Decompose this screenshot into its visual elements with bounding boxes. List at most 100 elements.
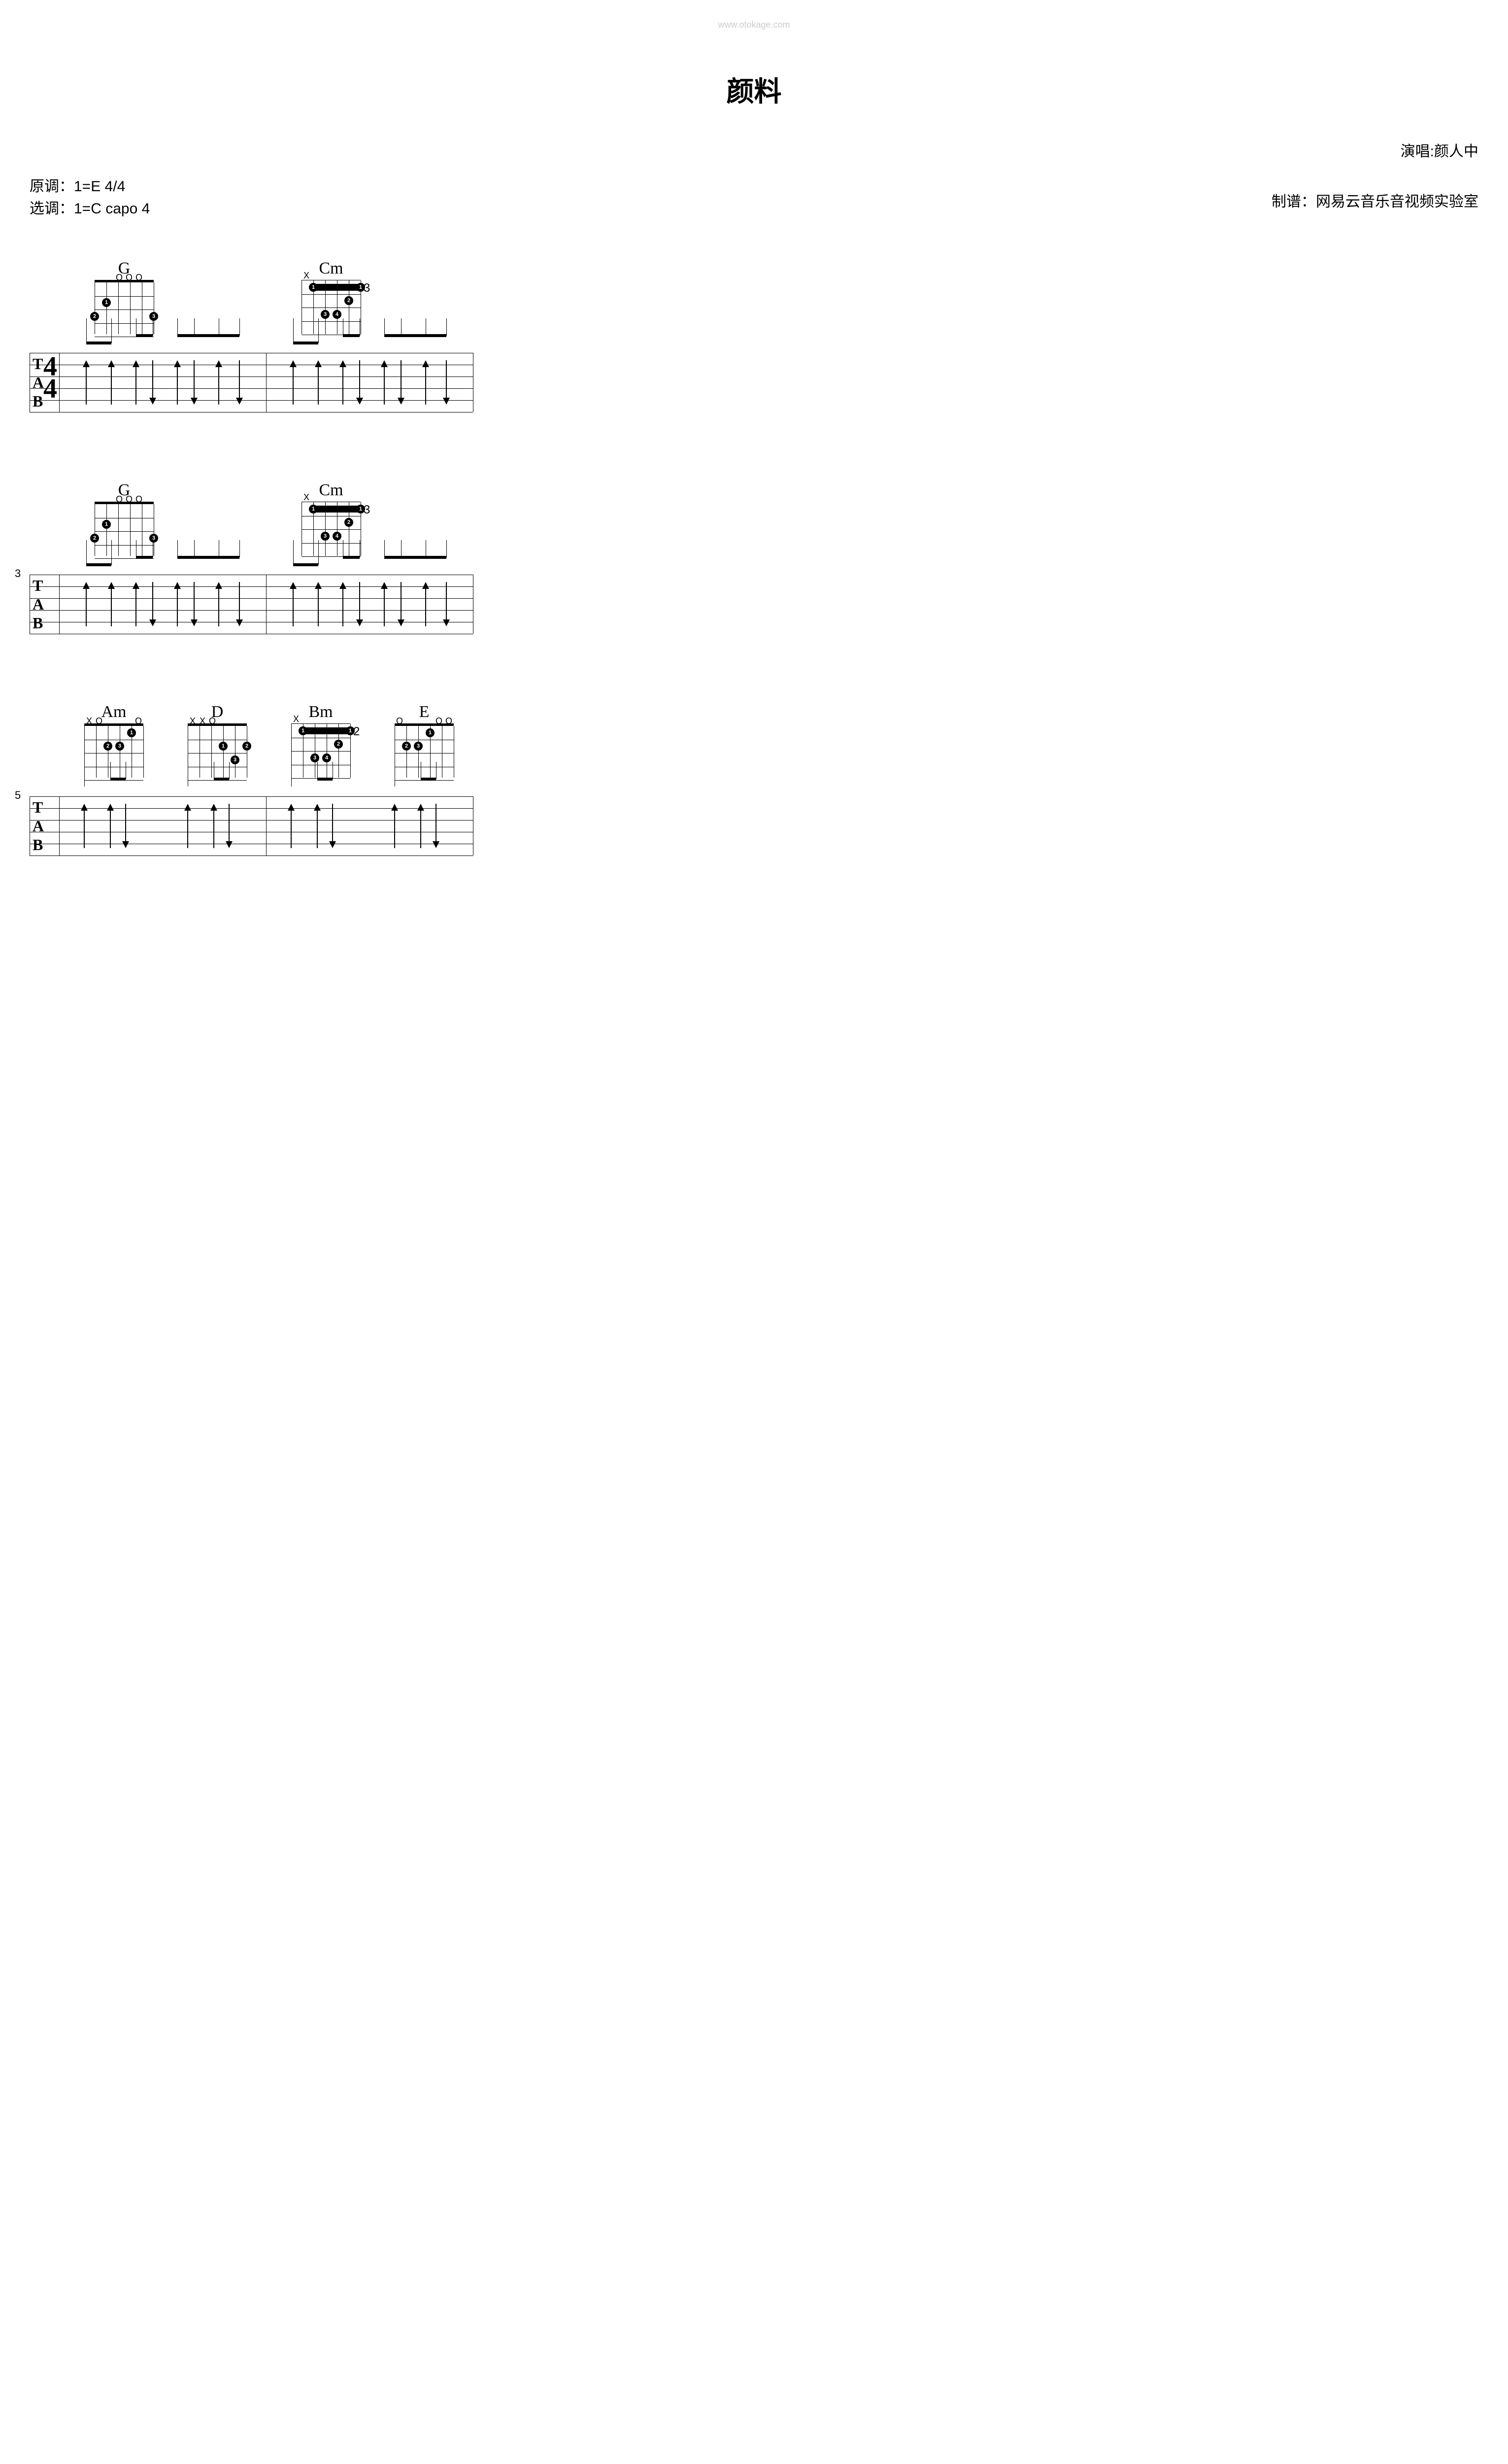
note-stem	[293, 540, 294, 565]
beam	[343, 556, 360, 559]
strum-up-arrow	[215, 360, 222, 405]
strum-up-arrow	[339, 360, 346, 405]
strum-arrow	[443, 360, 450, 405]
strum-arrow	[133, 582, 139, 626]
note-stem	[177, 318, 178, 336]
chord-finger-dot: 2	[344, 518, 353, 527]
strum-arrow	[226, 804, 233, 848]
note-stem	[446, 318, 447, 336]
chord-finger-dot: 1	[219, 742, 228, 751]
strum-arrow	[184, 804, 191, 848]
chord-top-mark	[237, 716, 247, 726]
strum-down-arrow	[398, 582, 404, 626]
note-stem	[86, 318, 87, 343]
strum-arrow	[422, 360, 429, 405]
beam	[293, 342, 318, 344]
chord-finger-dot: 2	[334, 740, 343, 749]
tab-clef-letter: A	[33, 596, 44, 612]
chord-finger-dot: 4	[322, 753, 331, 762]
note-stem	[177, 540, 178, 557]
strum-down-arrow	[122, 804, 129, 848]
strum-arrow	[83, 360, 90, 405]
chord-top-mark	[331, 714, 340, 724]
chord-top-mark: O	[94, 716, 104, 726]
beam	[177, 334, 239, 337]
strum-up-arrow	[83, 360, 90, 405]
strum-arrow	[315, 360, 322, 405]
strum-up-arrow	[339, 582, 346, 626]
beam	[384, 334, 446, 337]
chord-top-mark	[114, 716, 124, 726]
strum-down-arrow	[443, 582, 450, 626]
strum-up-arrow	[133, 582, 139, 626]
strum-arrow	[288, 804, 295, 848]
beam	[214, 778, 230, 781]
chord-top-marks: OOO	[395, 716, 454, 726]
song-title: 颜料	[30, 69, 1478, 109]
note-stem	[111, 540, 112, 565]
strum-arrow	[191, 582, 198, 626]
note-stem	[293, 318, 294, 343]
strum-arrow	[398, 582, 404, 626]
strum-arrow	[81, 804, 88, 848]
strum-down-arrow	[226, 804, 233, 848]
beam	[136, 334, 153, 337]
chord-top-mark: X	[84, 716, 94, 726]
beam-area	[30, 318, 473, 353]
chord-finger-dot: 1	[127, 728, 136, 737]
strum-down-arrow	[149, 582, 156, 626]
strum-arrow	[108, 360, 115, 405]
strum-up-arrow	[83, 582, 90, 626]
chord-top-marks: OOO	[95, 273, 154, 283]
beam	[421, 778, 436, 781]
strum-up-arrow	[290, 582, 297, 626]
chord-top-mark	[95, 494, 104, 505]
chord-top-mark	[104, 716, 114, 726]
chord-top-mark	[321, 714, 331, 724]
chord-top-mark	[104, 494, 114, 505]
chord-finger-dot: 3	[321, 310, 330, 319]
strum-arrow	[356, 582, 363, 626]
chord-top-mark: X	[198, 716, 207, 726]
strum-arrow	[339, 360, 346, 405]
tab-clef-letter: B	[33, 837, 43, 853]
chord-top-marks: X	[302, 271, 361, 281]
chord-top-mark: O	[134, 716, 143, 726]
strum-arrow	[107, 804, 114, 848]
chord-finger-dot: 2	[103, 742, 112, 751]
strum-down-arrow	[398, 360, 404, 405]
tab-system: 5AmXOO123DXXO123BmX112342EOOO123TAB	[30, 703, 1478, 856]
strum-arrow	[381, 360, 388, 405]
strum-down-arrow	[149, 360, 156, 405]
tab-clef-letter: T	[33, 799, 43, 815]
strum-arrow	[133, 360, 139, 405]
beam	[293, 563, 318, 566]
strum-arrow	[83, 582, 90, 626]
strum-up-arrow	[108, 360, 115, 405]
note-stem	[318, 540, 319, 565]
beam	[384, 556, 446, 559]
note-stem	[401, 540, 402, 557]
strum-up-arrow	[315, 360, 322, 405]
chord-finger-dot: 3	[414, 742, 423, 751]
chord-top-mark	[95, 273, 104, 283]
beam	[177, 556, 239, 559]
chord-top-mark	[414, 716, 424, 726]
chord-top-mark	[321, 492, 331, 503]
strum-arrow	[210, 804, 217, 848]
beam	[110, 778, 126, 781]
strum-down-arrow	[236, 360, 243, 405]
strum-arrow	[422, 582, 429, 626]
key-info: 原调：1=E 4/4 选调：1=C capo 4	[30, 175, 150, 220]
strum-arrow	[339, 582, 346, 626]
chord-top-mark: O	[444, 716, 454, 726]
chord-top-mark	[341, 492, 351, 503]
note-stem	[239, 318, 240, 336]
strum-arrow	[149, 360, 156, 405]
strum-down-arrow	[191, 582, 198, 626]
chord-finger-dot: 1	[102, 298, 111, 307]
strum-arrow	[108, 582, 115, 626]
chord-top-mark: O	[207, 716, 217, 726]
strum-up-arrow	[107, 804, 114, 848]
tab-clef-letter: A	[33, 375, 44, 390]
